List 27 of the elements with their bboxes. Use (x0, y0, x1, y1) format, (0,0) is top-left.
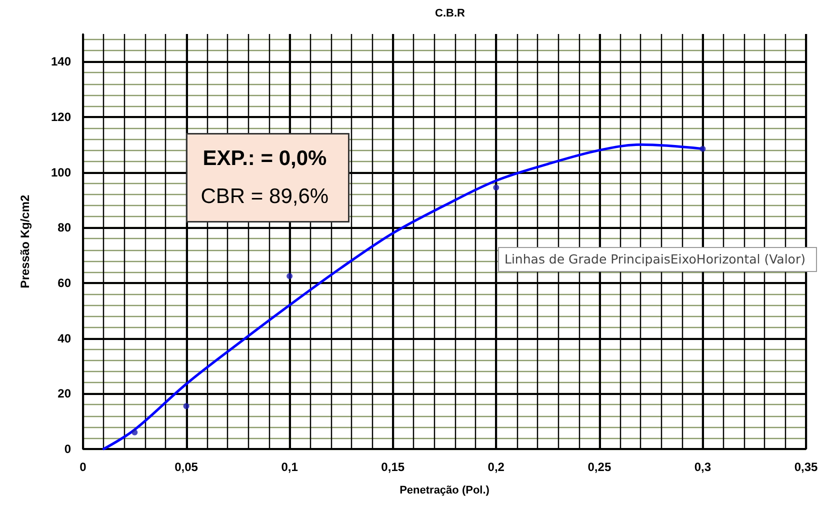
y-tick-label: 40 (58, 331, 72, 346)
y-tick-label: 100 (50, 165, 72, 180)
x-tick-label: 0,25 (588, 460, 612, 474)
y-tick-label: 20 (58, 386, 72, 401)
x-tick-label: 0 (80, 460, 87, 474)
x-tick-label: 0,3 (694, 460, 712, 474)
x-tick-label: 0,05 (174, 460, 198, 474)
x-tick-label: 0,15 (381, 460, 405, 474)
x-tick-label: 0,1 (281, 460, 298, 474)
x-tick-label: 0,35 (794, 460, 818, 474)
x-axis-title: Penetração (Pol.) (400, 484, 490, 496)
annotation: CBR = 89,6% (200, 184, 329, 208)
y-tick-label: 120 (50, 110, 72, 124)
point (493, 184, 500, 191)
annotation: EXP.: = 0,0% (202, 146, 328, 170)
x-tick-label: 0,2 (488, 460, 505, 474)
y-tick-label: 80 (58, 220, 72, 235)
point (700, 146, 706, 152)
point (286, 273, 293, 280)
y-tick-label: 60 (58, 276, 72, 290)
y-axis-title: Pressão Kg/cm2 (18, 194, 32, 288)
y-tick-label: 0 (64, 442, 72, 456)
point (183, 403, 190, 410)
point (132, 429, 138, 436)
annotation: Linhas de Grade PrincipaisEixoHorizontal (Valor) (504, 252, 806, 266)
chart-title: C.B.R (435, 8, 466, 20)
y-tick-label: 140 (50, 54, 72, 69)
